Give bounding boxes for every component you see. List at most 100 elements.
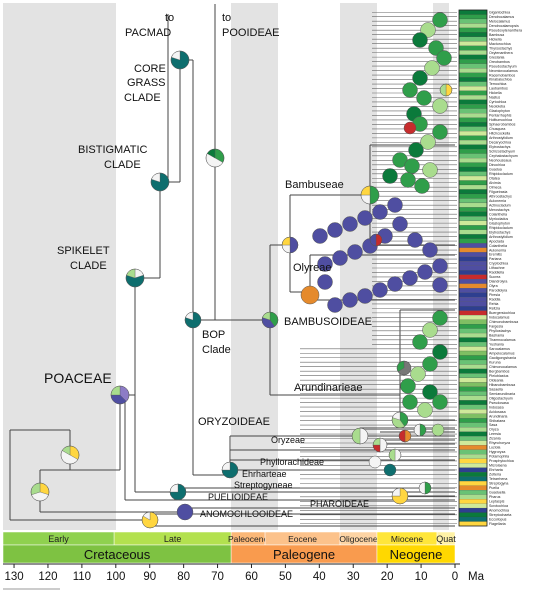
trait-cell xyxy=(458,261,488,266)
state-pie xyxy=(400,378,416,394)
taxon-name: Pentarrhaphis xyxy=(489,114,512,118)
phylogenetic-tree xyxy=(9,4,455,527)
state-pie xyxy=(417,402,433,418)
trait-cell xyxy=(458,386,488,392)
taxon-name: Raddiella xyxy=(489,271,504,275)
state-pie xyxy=(372,282,388,298)
trait-cell xyxy=(458,131,488,136)
trait-cell xyxy=(458,404,488,410)
taxon-name: Reitzia xyxy=(489,307,500,311)
trait-cell xyxy=(458,216,488,221)
taxon-name: Streptochaeta xyxy=(489,513,511,517)
state-pie xyxy=(261,311,279,329)
trait-cell xyxy=(458,86,488,91)
state-pie xyxy=(125,268,145,288)
state-pie xyxy=(412,70,428,86)
trait-cell xyxy=(458,54,488,60)
taxon-name: Phyllostachys xyxy=(489,329,511,333)
taxon-name: Nastus xyxy=(489,96,500,100)
trait-cell xyxy=(458,144,488,150)
trait-cell xyxy=(458,377,488,383)
label-puelioideae: PUELIOIDEAE xyxy=(208,492,268,502)
trait-cell xyxy=(458,310,488,316)
tick-label: 70 xyxy=(211,571,224,583)
trait-cell xyxy=(458,149,488,154)
trait-cell xyxy=(458,413,488,419)
taxon-name: Diandrolyra xyxy=(489,280,507,284)
label-core: CORE xyxy=(134,63,166,75)
epoch-label: Early xyxy=(48,534,69,544)
taxon-name: Macturochloa xyxy=(489,42,511,46)
trait-cell xyxy=(458,184,488,190)
trait-cell xyxy=(458,499,488,504)
label-spikelet: SPIKELET xyxy=(57,245,110,257)
trait-cell xyxy=(458,373,488,379)
label-phyllorachideae: Phyllorachideae xyxy=(260,457,324,467)
trait-cell xyxy=(458,359,488,365)
taxon-name: Parodiolyra xyxy=(489,289,507,293)
taxon-name: Gaoligongshania xyxy=(489,356,516,360)
label-oryzoideae: ORYZOIDEAE xyxy=(198,416,270,428)
trait-cell xyxy=(458,189,488,195)
taxon-name: Aulonemia xyxy=(489,199,506,203)
trait-cell xyxy=(458,113,488,118)
taxon-name: Thamnocalamus xyxy=(489,338,516,342)
trait-cell xyxy=(458,292,488,298)
state-pie xyxy=(436,50,452,66)
period-label: Cretaceous xyxy=(84,547,151,562)
state-pie xyxy=(372,204,388,220)
taxon-name: Bambusa xyxy=(489,33,504,37)
trait-cell xyxy=(458,350,488,356)
label-arundinarieae: Arundinarieae xyxy=(294,382,363,394)
trait-bar-frame xyxy=(458,9,488,527)
taxon-name: Neomicrocalamus xyxy=(489,69,518,73)
tick-label: 0 xyxy=(452,571,458,583)
trait-cell xyxy=(458,315,488,320)
taxon-name: Oryza xyxy=(489,428,499,432)
taxon-name: Hygroryza xyxy=(489,450,505,454)
trait-cell xyxy=(458,341,488,347)
trait-cell xyxy=(458,490,488,495)
taxon-name: Hitchcockella xyxy=(489,132,510,136)
taxon-name: Buergersiochloa xyxy=(489,311,515,315)
taxon-name: Piresia xyxy=(489,293,500,297)
state-pie xyxy=(300,285,320,305)
state-pie xyxy=(403,121,417,135)
taxon-name: Rhipidocladum xyxy=(489,172,513,176)
taxon-name: Puelia xyxy=(489,486,499,490)
taxon-name: Merostachys xyxy=(489,208,510,212)
trait-cell xyxy=(458,512,488,518)
taxon-name: Leptaspis xyxy=(489,500,505,504)
label-poaceae: POACEAE xyxy=(44,370,112,386)
label-clade-bist: CLADE xyxy=(104,159,141,171)
taxon-name: Sphaerobambos xyxy=(489,123,516,127)
tick-label: 40 xyxy=(313,571,326,583)
taxon-name: Luziola xyxy=(489,446,500,450)
taxon-name: Indocalamus xyxy=(489,316,510,320)
taxon-name: Oldeania xyxy=(489,378,503,382)
trait-cell xyxy=(458,193,488,199)
ancestral-state-pies xyxy=(30,12,453,529)
trait-cell xyxy=(458,440,488,446)
taxon-name: Scrotochloa xyxy=(489,504,508,508)
trait-cell xyxy=(458,108,488,114)
trait-cell xyxy=(458,202,488,208)
state-pie xyxy=(432,310,448,326)
trait-cell xyxy=(458,467,488,473)
trait-cell xyxy=(458,521,488,527)
taxon-name: Sarocalamus xyxy=(489,347,510,351)
taxon-name: Microlaena xyxy=(489,464,507,468)
state-pie xyxy=(422,322,438,338)
label-bambuseae: Bambuseae xyxy=(285,179,344,191)
tick-label: 90 xyxy=(143,571,156,583)
tick-label: 50 xyxy=(279,571,292,583)
trait-cell xyxy=(458,180,488,186)
tick-label: 10 xyxy=(415,571,428,583)
label-clade-core: CLADE xyxy=(124,92,161,104)
taxon-name: Rhynchoryza xyxy=(489,441,510,445)
state-pie xyxy=(391,487,409,505)
taxon-name: Elytrostachys xyxy=(489,145,511,149)
tick-label: 20 xyxy=(381,571,394,583)
trait-cell xyxy=(458,41,488,46)
